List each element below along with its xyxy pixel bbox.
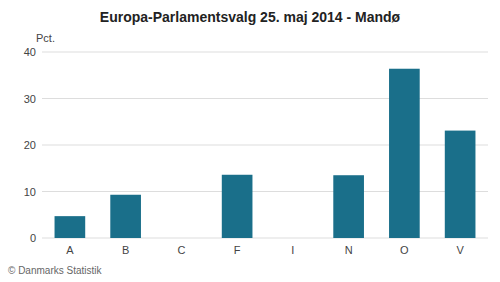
bar <box>445 131 476 238</box>
grid-line <box>42 52 488 53</box>
x-tick-label: B <box>122 244 129 256</box>
x-tick-label: F <box>234 244 241 256</box>
y-tick-label: 40 <box>24 46 36 58</box>
x-tick-label: O <box>400 244 409 256</box>
bar <box>166 238 197 239</box>
grid-line <box>42 145 488 146</box>
bar <box>55 216 86 238</box>
grid <box>42 52 488 238</box>
bar <box>222 175 253 238</box>
y-axis-label: Pct. <box>36 32 55 44</box>
x-tick-label: N <box>345 244 353 256</box>
grid-line <box>42 238 488 239</box>
bar <box>110 195 141 238</box>
x-tick-label: V <box>456 244 464 256</box>
y-tick-label: 20 <box>24 139 36 151</box>
bar <box>389 69 420 238</box>
x-tick-label: C <box>177 244 185 256</box>
chart: Europa-Parlamentsvalg 25. maj 2014 - Man… <box>0 0 500 282</box>
y-tick-label: 0 <box>30 232 36 244</box>
title: Europa-Parlamentsvalg 25. maj 2014 - Man… <box>100 9 401 25</box>
y-tick-label: 10 <box>24 186 36 198</box>
grid-line <box>42 98 488 99</box>
x-tick-label: I <box>291 244 294 256</box>
x-tick-label: A <box>66 244 74 256</box>
grid-line <box>42 191 488 192</box>
chart-container: Europa-Parlamentsvalg 25. maj 2014 - Man… <box>0 0 500 282</box>
bars <box>55 69 476 238</box>
footer-note: © Danmarks Statistik <box>8 265 103 276</box>
bar <box>278 238 309 239</box>
bar <box>333 175 364 238</box>
y-tick-label: 30 <box>24 93 36 105</box>
